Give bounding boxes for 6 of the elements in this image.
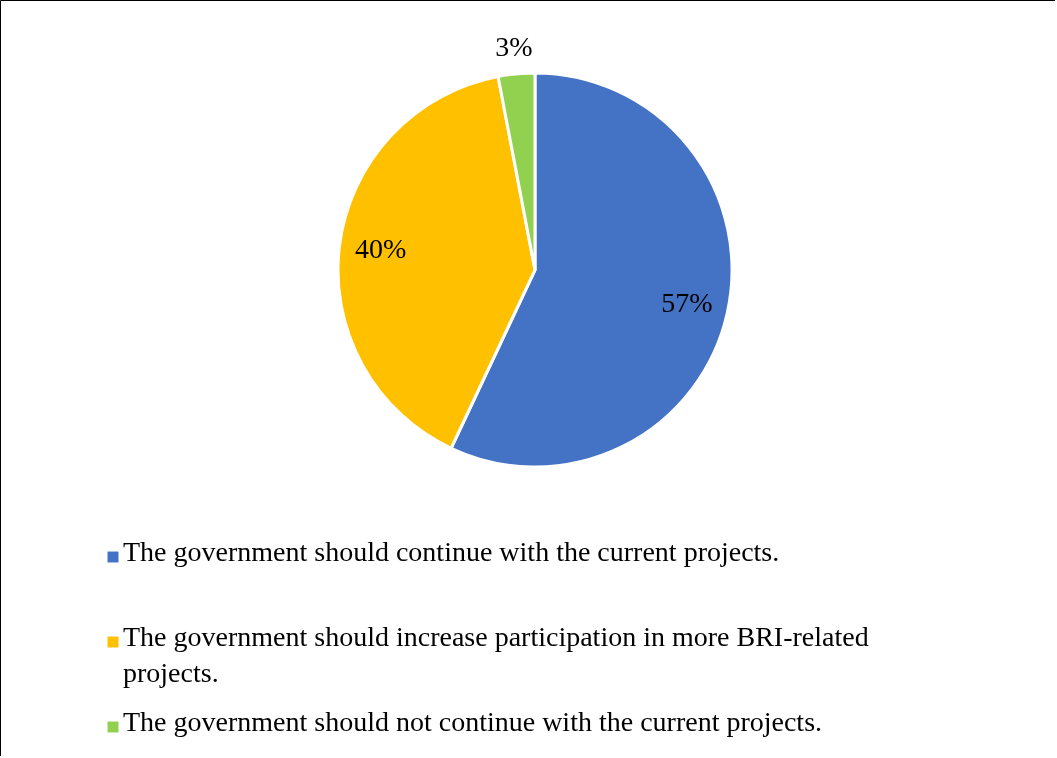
legend-label: The government should not continue with the current projects. (123, 706, 823, 737)
legend-label: The government should increase participation in more BRI-related projects. (123, 621, 869, 688)
data-label: 57% (661, 286, 713, 318)
legend-label: The government should continue with the current projects. (123, 536, 780, 567)
data-label: 40% (354, 233, 407, 265)
data-label: 3% (495, 30, 533, 62)
